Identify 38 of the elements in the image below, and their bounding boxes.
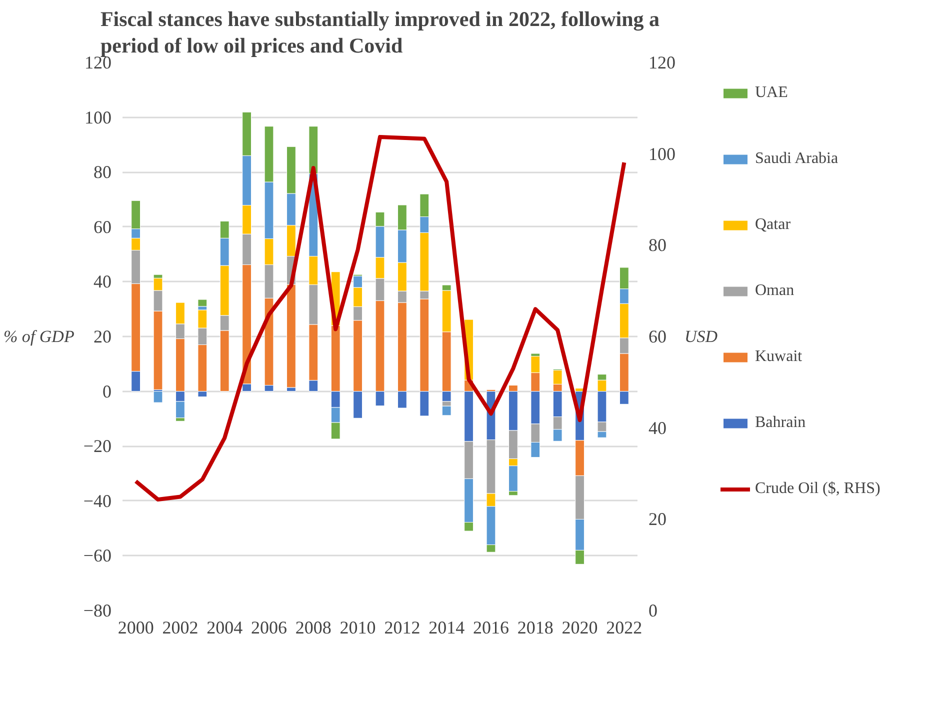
y2-axis-title: USD <box>684 327 718 346</box>
y-tick-label: 20 <box>94 326 112 346</box>
legend-label: Bahrain <box>755 413 806 433</box>
y2-tick-label: 60 <box>648 326 666 346</box>
y2-tick-label: 0 <box>648 600 658 620</box>
x-tick-label: 2008 <box>295 618 332 638</box>
x-tick-label: 2002 <box>162 618 198 638</box>
y2-tick-label: 120 <box>648 52 676 72</box>
y-tick-label: 40 <box>94 272 112 292</box>
y-tick-label: −20 <box>83 436 112 456</box>
x-tick-label: 2006 <box>251 618 288 638</box>
y-tick-label: 0 <box>102 381 112 402</box>
legend-label: Kuwait <box>755 347 802 367</box>
x-tick-label: 2010 <box>340 618 376 638</box>
x-tick-label: 2022 <box>606 618 642 638</box>
y2-tick-label: 80 <box>648 235 666 256</box>
legend-label: Crude Oil ($, RHS) <box>755 479 880 499</box>
y-tick-label: −40 <box>83 490 112 511</box>
legend-label: Saudi Arabia <box>755 149 838 169</box>
x-tick-label: 2004 <box>206 618 243 638</box>
x-tick-label: 2000 <box>118 618 154 638</box>
x-tick-label: 2020 <box>562 618 598 638</box>
y2-tick-label: 20 <box>648 509 666 530</box>
y-tick-label: 60 <box>94 216 112 237</box>
y-tick-label: −80 <box>83 600 112 620</box>
x-tick-label: 2018 <box>517 618 554 638</box>
x-tick-label: 2016 <box>472 618 509 638</box>
legend-label: Qatar <box>755 215 791 235</box>
y-tick-label: 100 <box>84 107 112 128</box>
legend-label: UAE <box>755 83 788 103</box>
x-tick-label: 2014 <box>428 618 465 638</box>
y-tick-label: 80 <box>94 162 112 182</box>
y2-tick-label: 40 <box>648 418 666 438</box>
y-tick-label: −60 <box>83 546 112 566</box>
x-tick-label: 2012 <box>384 618 420 638</box>
y-axis-title: % of GDP <box>4 327 74 346</box>
y2-tick-label: 100 <box>648 144 676 164</box>
legend-label: Oman <box>755 281 794 301</box>
